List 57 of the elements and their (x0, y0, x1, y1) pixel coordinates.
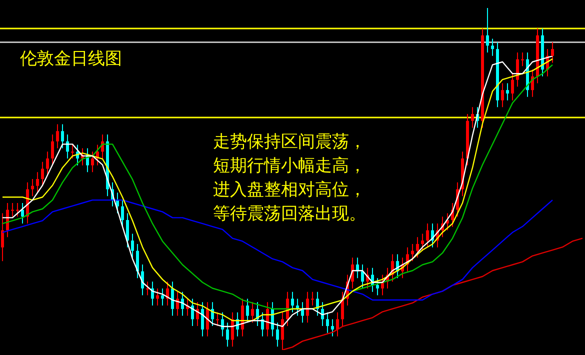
candlestick (91, 151, 94, 173)
candlestick (326, 312, 329, 334)
candlestick (41, 161, 44, 186)
candlestick (281, 312, 284, 350)
candlestick (241, 298, 244, 337)
candlestick (131, 233, 134, 258)
candlestick (61, 124, 64, 149)
candlestick (426, 222, 429, 248)
candlestick (511, 72, 514, 101)
candlestick (221, 312, 224, 337)
annotation: 短期行情小幅走高， (213, 155, 366, 178)
candlestick (121, 199, 124, 228)
text: 伦敦金日线图 (20, 48, 122, 70)
candlestick (361, 264, 364, 289)
candlestick (56, 124, 59, 149)
candlestick (491, 38, 494, 56)
candlestick (201, 302, 204, 337)
candlestick (1, 212, 4, 262)
candlestick (261, 312, 264, 337)
candlestick (306, 291, 309, 324)
candlestick (176, 291, 179, 316)
annotation: 走势保持区间震荡， (213, 131, 366, 154)
candlestick (16, 202, 19, 218)
annotation: 等待震荡回落出现。 (213, 203, 366, 226)
candlestick (331, 318, 334, 337)
candlestick (71, 144, 74, 159)
candlestick (341, 291, 344, 327)
candlestick (171, 281, 174, 316)
candlestick (506, 82, 509, 101)
candlestick (376, 278, 379, 296)
candlestick (301, 302, 304, 324)
candlestick (31, 178, 34, 197)
annotation: 进入盘整相对高位， (213, 179, 366, 202)
candlestick (216, 312, 219, 327)
candlestick (551, 42, 554, 64)
candlestick (21, 202, 24, 224)
candlestick (126, 212, 129, 248)
candlestick (501, 82, 504, 108)
candlestick (316, 291, 319, 316)
candlestick (521, 52, 524, 67)
candlestick (416, 236, 419, 258)
candlestick (246, 298, 249, 324)
candlestick (421, 233, 424, 252)
candlestick (146, 281, 149, 296)
candlestick (136, 243, 139, 279)
candlestick (51, 134, 54, 166)
candlestick (226, 322, 229, 348)
candlestick (276, 322, 279, 348)
candlestick (471, 106, 474, 128)
candlestick (291, 291, 294, 313)
candlestick (36, 172, 39, 194)
candlestick (336, 312, 339, 337)
candlestick (46, 151, 49, 176)
candlestick (486, 8, 489, 53)
candlestick (311, 291, 314, 306)
candlestick (11, 202, 14, 218)
candlestick (251, 302, 254, 324)
